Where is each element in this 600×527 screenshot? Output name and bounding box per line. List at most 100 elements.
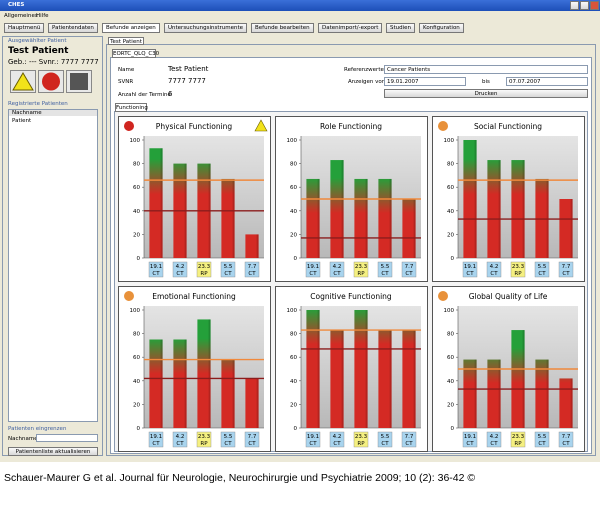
- bar-shade: [256, 378, 259, 428]
- chart-title: Global Quality of Life: [469, 292, 548, 301]
- y-tick-label: 60: [133, 355, 140, 361]
- date-value: 07.07.2007: [509, 79, 541, 85]
- bar: [487, 160, 501, 258]
- chart-title: Cognitive Functioning: [310, 292, 392, 301]
- x-tick-label: 23.3: [198, 434, 211, 440]
- menu-item[interactable]: Hilfe: [36, 13, 49, 19]
- x-tick-label: 19.1: [464, 264, 476, 270]
- field-label: Anzeigen von: [348, 79, 386, 85]
- bar-shade: [232, 359, 235, 428]
- bar: [463, 359, 477, 428]
- list-row[interactable]: Patient: [12, 118, 32, 124]
- x-tick-label: 23.3: [512, 434, 525, 440]
- menu-item[interactable]: Allgemeines: [4, 13, 38, 19]
- bar-shade: [389, 330, 392, 428]
- filter-label: Nachname: [8, 436, 38, 442]
- print-button[interactable]: Drucken: [384, 89, 588, 98]
- select-value: Cancer Patients: [387, 67, 431, 73]
- y-tick-label: 20: [290, 232, 297, 238]
- toolbar-tab[interactable]: Studien: [386, 23, 416, 33]
- x-tick-label: 7.7: [405, 434, 414, 440]
- category-badge: [377, 261, 393, 278]
- category-type: CT: [538, 441, 546, 447]
- y-tick-label: 60: [447, 355, 454, 361]
- status-icon: [438, 121, 448, 131]
- y-tick-label: 60: [447, 185, 454, 191]
- toolbar-tab[interactable]: Datenimport/-export: [318, 23, 383, 33]
- toolbar-tab[interactable]: Untersuchungsinstrumente: [164, 23, 248, 33]
- y-tick-label: 60: [290, 355, 297, 361]
- maximize-button[interactable]: [580, 1, 589, 10]
- y-tick-label: 80: [290, 332, 297, 338]
- red-circle: [42, 72, 60, 91]
- category-badge: [172, 261, 188, 278]
- x-tick-label: 19.1: [307, 434, 319, 440]
- toolbar-tab[interactable]: Befunde anzeigen: [102, 23, 160, 33]
- category-type: CT: [562, 441, 570, 447]
- bar-shade: [341, 160, 344, 258]
- y-tick-label: 0: [137, 426, 141, 432]
- y-tick-label: 100: [444, 308, 455, 314]
- field-value: 6: [168, 90, 173, 98]
- from-date[interactable]: 19.01.2007: [384, 77, 466, 86]
- x-tick-label: 19.1: [307, 264, 319, 270]
- field-label: Name: [118, 67, 135, 73]
- reference-select[interactable]: Cancer Patients: [384, 65, 588, 74]
- bar: [487, 359, 501, 428]
- bar-shade: [522, 330, 525, 428]
- y-tick-label: 40: [290, 379, 297, 385]
- bar-shade: [389, 178, 392, 258]
- category-badge: [305, 431, 321, 448]
- patient-tab[interactable]: Test Patient: [108, 37, 144, 45]
- category-badge: [353, 261, 369, 278]
- x-tick-label: 4.2: [176, 264, 185, 270]
- x-tick-label: 19.1: [150, 434, 162, 440]
- y-tick-label: 60: [133, 185, 140, 191]
- category-type: CT: [176, 271, 184, 277]
- category-type: CT: [381, 271, 389, 277]
- category-type: CT: [224, 441, 232, 447]
- x-tick-label: 4.2: [176, 434, 185, 440]
- y-tick-label: 40: [133, 379, 140, 385]
- category-type: CT: [381, 441, 389, 447]
- x-tick-label: 23.3: [355, 264, 368, 270]
- category-type: RP: [200, 271, 208, 277]
- filter-input[interactable]: [36, 434, 98, 442]
- toolbar-tab[interactable]: Hauptmenü: [4, 23, 45, 33]
- x-tick-label: 4.2: [490, 264, 499, 270]
- category-type: CT: [490, 441, 498, 447]
- x-tick-label: 7.7: [248, 264, 257, 270]
- x-tick-label: 4.2: [490, 434, 499, 440]
- y-tick-label: 80: [290, 162, 297, 168]
- patient-name: Test Patient: [8, 46, 69, 56]
- y-tick-label: 0: [451, 256, 455, 262]
- window-title: CHES: [8, 2, 25, 8]
- y-tick-label: 0: [294, 256, 298, 262]
- x-tick-label: 7.7: [562, 264, 571, 270]
- bar-shade: [498, 160, 501, 258]
- toolbar-tab[interactable]: Befunde bearbeiten: [251, 23, 314, 33]
- close-button[interactable]: [590, 1, 599, 10]
- bar-shade: [522, 160, 525, 258]
- x-tick-label: 23.3: [198, 264, 211, 270]
- to-date[interactable]: 07.07.2007: [506, 77, 588, 86]
- category-badge: [534, 431, 550, 448]
- refresh-button[interactable]: Patientenliste aktualisieren: [8, 447, 98, 456]
- bar-shade: [546, 359, 549, 428]
- warning-icon: [254, 119, 268, 132]
- category-badge: [148, 261, 164, 278]
- minimize-button[interactable]: [570, 1, 579, 10]
- bar-shade: [317, 178, 320, 258]
- y-tick-label: 100: [130, 308, 141, 314]
- scale-tab[interactable]: Functioning: [115, 103, 148, 112]
- y-tick-label: 40: [133, 209, 140, 215]
- toolbar-tab[interactable]: Konfiguration: [419, 23, 464, 33]
- section-header: Registrierte Patienten: [8, 101, 68, 107]
- category-type: CT: [333, 441, 341, 447]
- category-type: RP: [357, 271, 365, 277]
- form-tab[interactable]: EORTC_QLQ_C30: [112, 49, 160, 58]
- bar-shade: [474, 359, 477, 428]
- bar-shade: [341, 330, 344, 428]
- category-type: RP: [514, 441, 522, 447]
- toolbar-tab[interactable]: Patientendaten: [48, 23, 98, 33]
